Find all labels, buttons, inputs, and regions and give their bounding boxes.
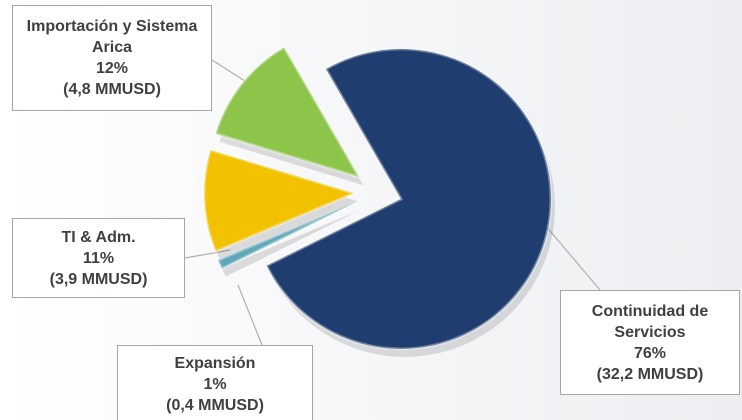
category-label: Continuidad de Servicios bbox=[591, 302, 709, 341]
slice bbox=[202, 148, 359, 254]
slice-shadow bbox=[221, 209, 361, 277]
slice-label: Importación y Sistema Arica 12% (4,8 MMUSD… bbox=[12, 5, 212, 111]
slice-label: Continuidad de Servicios 76% (32,2 MMUSD) bbox=[560, 290, 740, 395]
category-label: Expansión bbox=[174, 354, 256, 372]
slice-label: TI & Adm. 11% (3,9 MMUSD) bbox=[12, 218, 185, 298]
leader-line bbox=[237, 284, 263, 346]
slice bbox=[213, 45, 363, 180]
value-label: 11% bbox=[82, 249, 115, 267]
amount-label: (32,2 MMUSD) bbox=[596, 365, 704, 383]
slice bbox=[264, 47, 553, 351]
amount-label: (4,8 MMUSD) bbox=[63, 81, 161, 98]
value-label: 12% bbox=[95, 60, 129, 77]
value-label: 1% bbox=[203, 375, 227, 393]
amount-label: (0,4 MMUSD) bbox=[166, 396, 264, 414]
slice-label: Expansión 1% (0,4 MMUSD) bbox=[117, 345, 313, 420]
category-label: Importación y Sistema Arica bbox=[26, 18, 198, 56]
leader-line bbox=[544, 224, 601, 291]
leader-line bbox=[184, 249, 231, 259]
amount-label: (3,9 MMUSD) bbox=[49, 270, 148, 288]
value-label: 76% bbox=[633, 344, 667, 362]
slice bbox=[215, 200, 357, 271]
category-label: TI & Adm. bbox=[61, 228, 136, 246]
